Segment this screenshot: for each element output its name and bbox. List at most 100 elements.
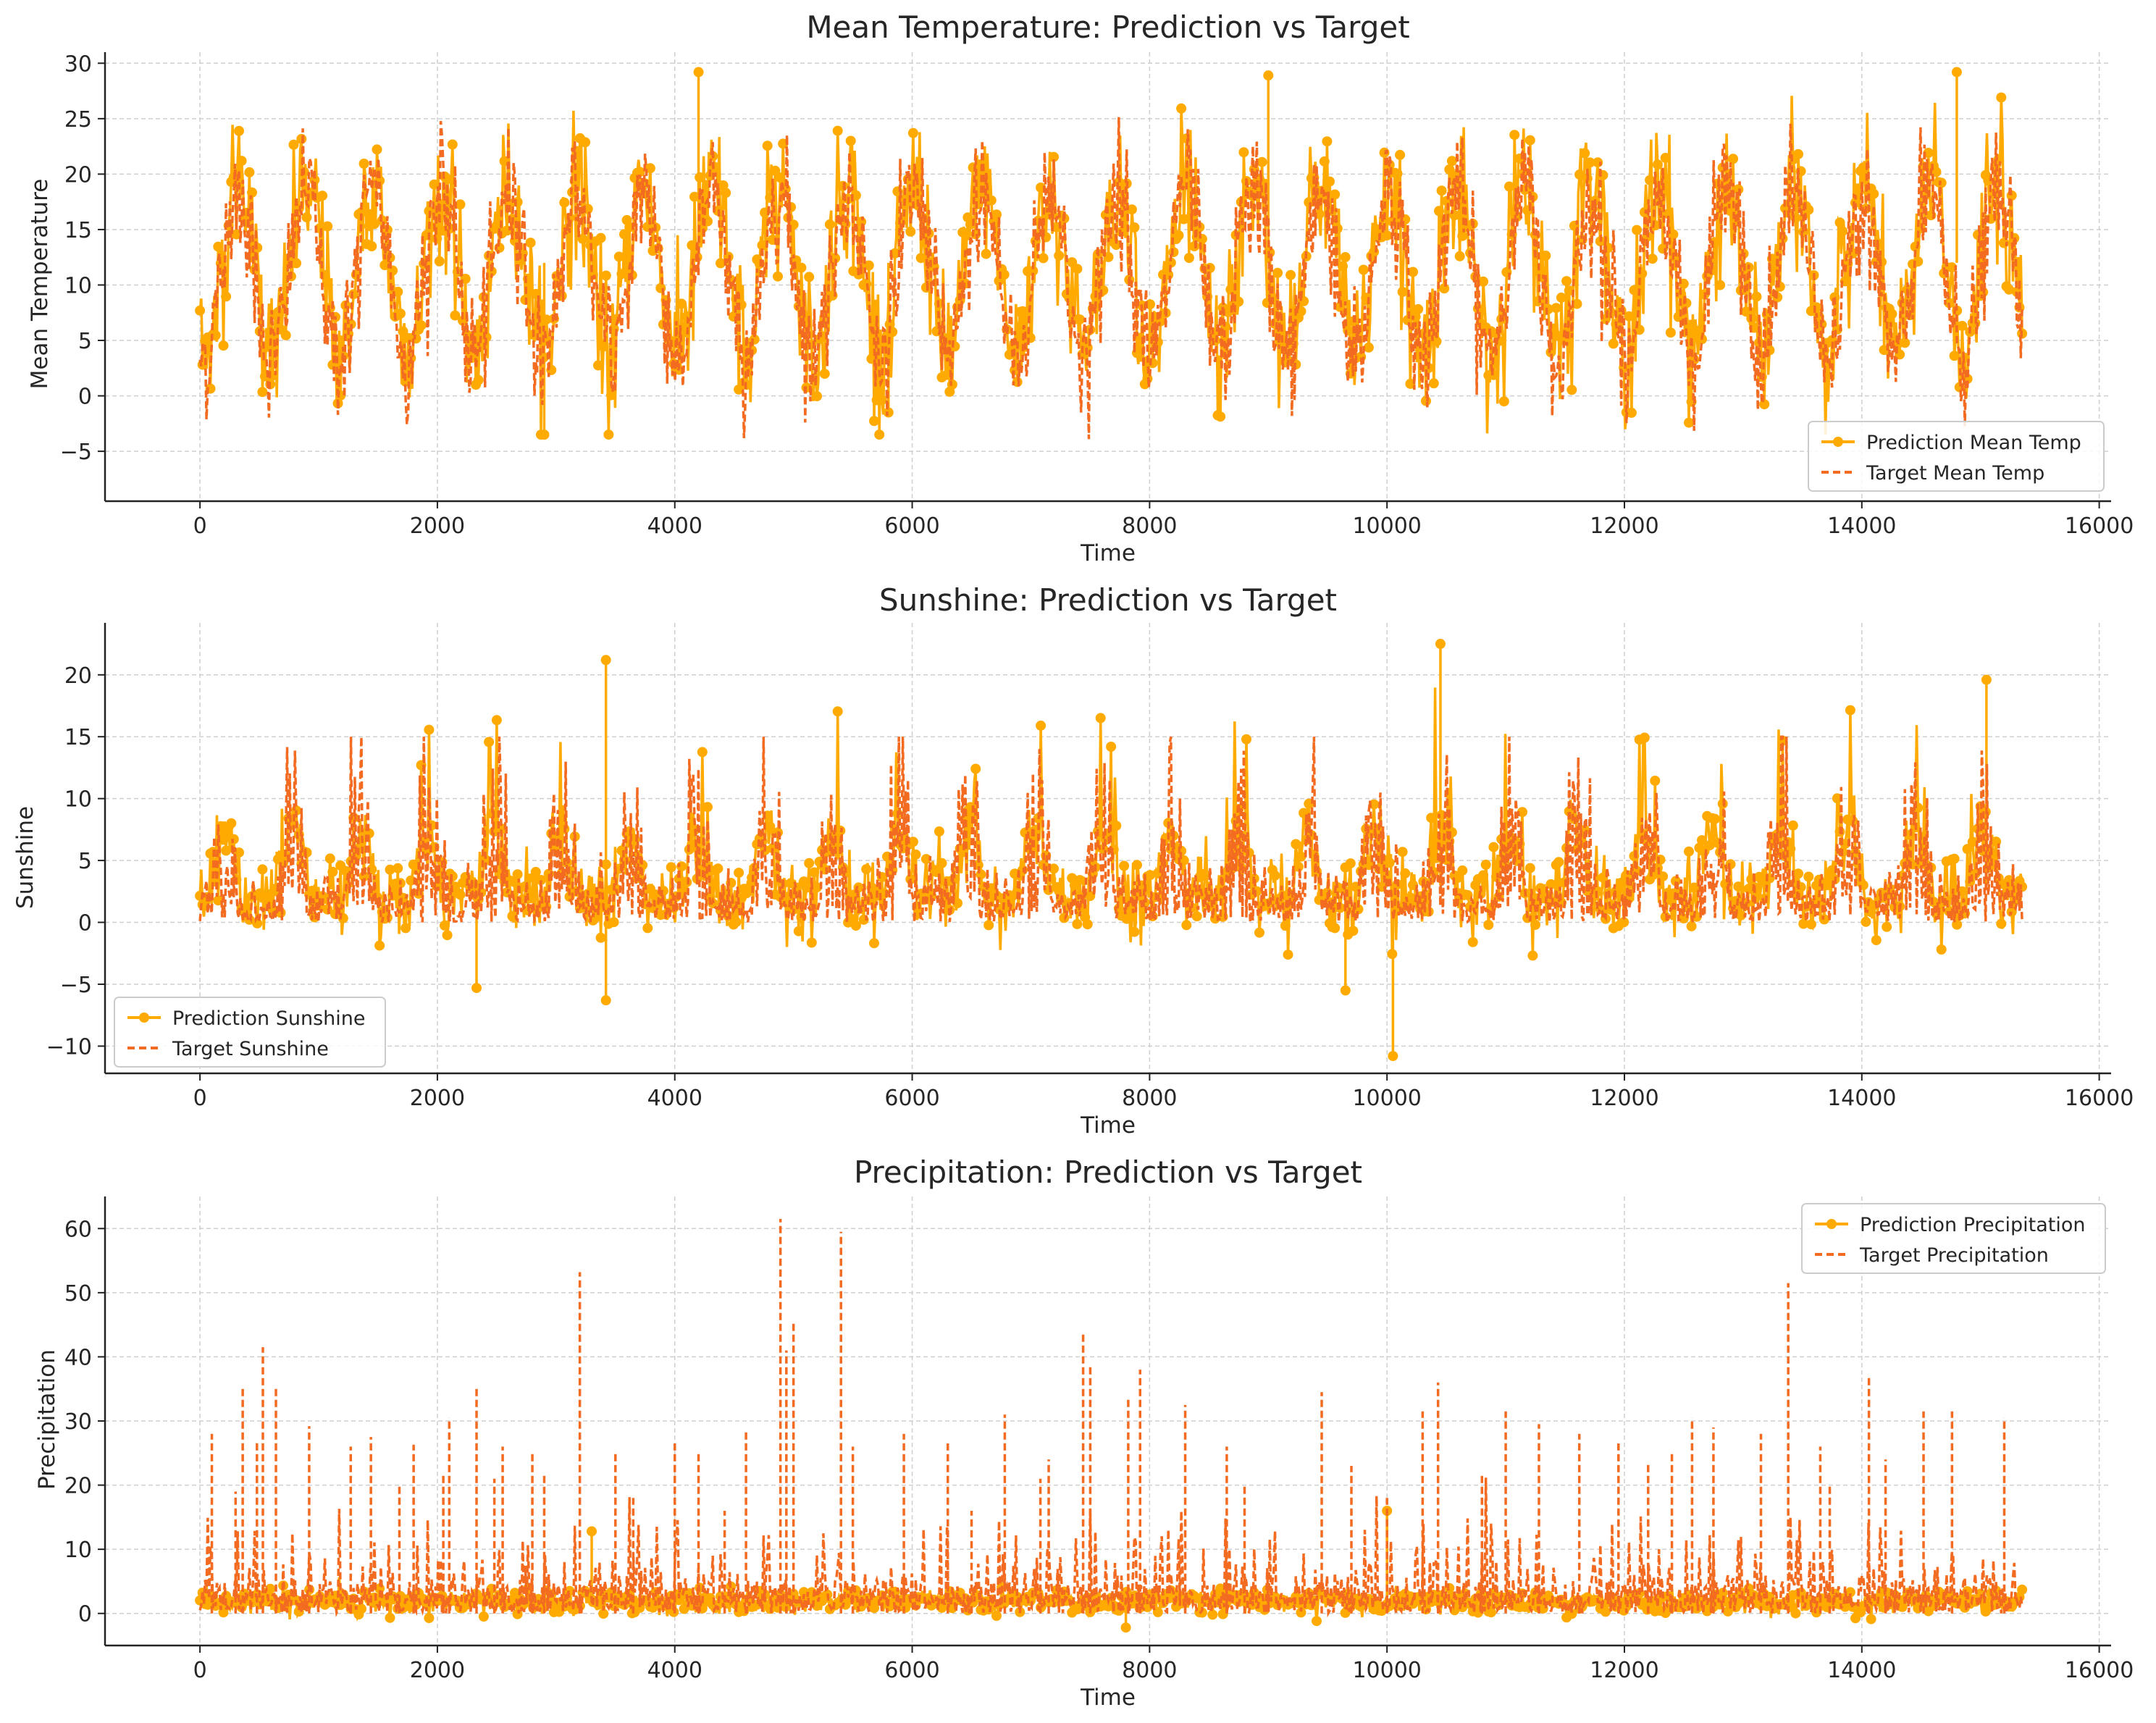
prediction-point — [1054, 250, 1065, 261]
prediction-point — [356, 1603, 366, 1614]
prediction-point — [1215, 411, 1226, 422]
x-axis-label: Time — [1080, 540, 1136, 566]
prediction-point — [1225, 284, 1236, 295]
prediction-point — [1540, 251, 1551, 261]
y-tick-label: 30 — [64, 1409, 92, 1435]
prediction-point — [762, 141, 773, 151]
y-tick-label: 10 — [64, 787, 92, 813]
prediction-point — [1524, 863, 1535, 873]
prediction-point — [1095, 713, 1106, 724]
prediction-point — [734, 868, 744, 878]
prediction-point — [1686, 921, 1697, 931]
prediction-point — [1790, 1608, 1801, 1619]
prediction-point — [525, 238, 536, 248]
prediction-point — [600, 995, 611, 1006]
prediction-point — [1951, 67, 1962, 77]
prediction-point — [374, 940, 385, 951]
prediction-point — [1413, 303, 1424, 314]
prediction-point — [1330, 189, 1341, 200]
prediction-point — [1561, 276, 1572, 287]
x-tick-label: 6000 — [884, 513, 939, 539]
prediction-point — [796, 262, 807, 273]
x-tick-label: 2000 — [410, 1658, 465, 1683]
prediction-point — [970, 763, 981, 774]
prediction-point — [291, 258, 302, 269]
prediction-point — [1426, 813, 1437, 823]
prediction-point — [1530, 919, 1540, 930]
prediction-point — [306, 886, 317, 896]
prediction-point — [949, 341, 960, 352]
y-tick-label: 10 — [64, 1538, 92, 1563]
prediction-point — [440, 920, 450, 931]
prediction-point — [1400, 868, 1411, 879]
prediction-point — [491, 220, 502, 231]
prediction-point — [1103, 251, 1114, 262]
prediction-point — [1345, 858, 1356, 869]
grid-lines — [105, 52, 2111, 501]
x-tick-label: 4000 — [647, 513, 702, 539]
y-tick-label: 0 — [78, 911, 92, 936]
prediction-point — [1684, 846, 1694, 857]
y-tick-label: 20 — [64, 1474, 92, 1499]
prediction-point — [824, 219, 835, 230]
prediction-point — [600, 270, 611, 281]
prediction-point — [213, 241, 224, 252]
prediction-point — [1457, 865, 1468, 876]
prediction-point — [876, 395, 887, 406]
prediction-point — [702, 802, 713, 813]
prediction-point — [1660, 153, 1671, 163]
prediction-point — [221, 845, 232, 856]
prediction-point — [812, 391, 822, 402]
x-tick-label: 4000 — [647, 1658, 702, 1683]
prediction-point — [676, 298, 687, 309]
prediction-point — [1446, 156, 1457, 167]
prediction-point — [716, 258, 726, 269]
x-tick-label: 10000 — [1352, 1658, 1421, 1683]
prediction-point — [681, 877, 692, 888]
prediction-point — [1363, 342, 1374, 353]
prediction-point — [372, 144, 382, 155]
prediction-point — [484, 737, 495, 747]
prediction-point — [1566, 385, 1577, 395]
y-tick-label: 30 — [64, 51, 92, 77]
prediction-point — [1580, 148, 1590, 159]
y-ticks: −5 0 5 10 15 20 25 30 — [60, 51, 105, 465]
prediction-point — [473, 374, 484, 385]
legend-box — [1808, 421, 2105, 492]
prediction-point — [1291, 839, 1301, 850]
y-tick-label: −5 — [60, 440, 92, 465]
prediction-point — [1668, 229, 1679, 240]
prediction-point — [999, 269, 1010, 280]
prediction-point — [1436, 185, 1447, 196]
prediction-point — [400, 923, 411, 934]
prediction-point — [1444, 164, 1455, 175]
prediction-point — [693, 67, 704, 77]
prediction-point — [1837, 226, 1848, 237]
legend-prediction-label: Prediction Precipitation — [1860, 1214, 2085, 1236]
prediction-point — [976, 869, 986, 880]
prediction-point — [587, 1526, 597, 1537]
prediction-point — [731, 917, 742, 927]
prediction-point — [1871, 935, 1882, 946]
prediction-point — [1728, 154, 1739, 164]
prediction-point — [195, 305, 206, 316]
prediction-point — [1397, 287, 1408, 297]
prediction-point — [1457, 230, 1468, 241]
prediction-point — [598, 341, 609, 352]
prediction-point — [1132, 860, 1142, 871]
prediction-point — [252, 918, 263, 928]
prediction-point — [1845, 705, 1855, 716]
y-tick-label: −10 — [46, 1034, 92, 1060]
prediction-point — [1397, 847, 1408, 858]
prediction-point — [1325, 176, 1335, 187]
sunshine-chart: Sunshine: Prediction vs Target Sunshine … — [12, 582, 2134, 1139]
prediction-point — [234, 847, 244, 858]
prediction-point — [559, 197, 570, 208]
prediction-point — [1241, 734, 1251, 745]
prediction-point — [580, 137, 591, 148]
prediction-point — [1527, 950, 1538, 961]
chart-title: Precipitation: Prediction vs Target — [854, 1154, 1362, 1190]
prediction-point — [1478, 870, 1489, 881]
prediction-point — [1196, 233, 1207, 244]
prediction-point — [608, 917, 619, 928]
